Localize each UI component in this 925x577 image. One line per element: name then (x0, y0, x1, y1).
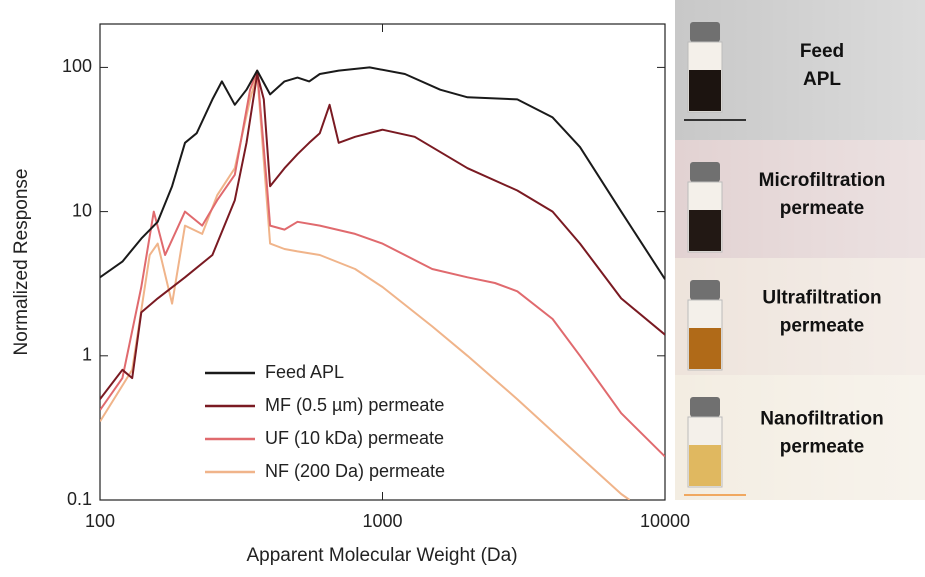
legend-label: UF (10 kDa) permeate (265, 428, 444, 448)
vial-liquid (689, 70, 721, 111)
x-tick-label: 10000 (640, 511, 690, 531)
panel-label: Feed (800, 41, 844, 62)
series-line (100, 69, 665, 458)
panel-label: APL (803, 69, 841, 90)
y-tick-label: 100 (62, 56, 92, 76)
vial-cap (690, 280, 720, 300)
y-tick-label: 10 (72, 200, 92, 220)
vial-cap (690, 162, 720, 182)
legend-label: NF (200 Da) permeate (265, 461, 445, 481)
vial-liquid (689, 328, 721, 369)
legend-label: Feed APL (265, 362, 344, 382)
vial-liquid (689, 210, 721, 251)
panel-label: Microfiltration (759, 170, 886, 191)
x-tick-label: 1000 (362, 511, 402, 531)
side-panels: Feed APL Microfiltration permeate Ultrafiltr… (675, 0, 925, 500)
panel-label: Nanofiltration (760, 409, 884, 430)
x-tick-label: 100 (85, 511, 115, 531)
legend-label: MF (0.5 µm) permeate (265, 395, 444, 415)
vial-cap (690, 397, 720, 417)
panel-label: permeate (780, 198, 865, 219)
x-axis-title: Apparent Molecular Weight (Da) (246, 545, 517, 566)
series-line (100, 73, 631, 500)
series-line (100, 66, 665, 280)
series-line (100, 73, 665, 400)
vial-cap (690, 22, 720, 42)
panel-label: permeate (780, 316, 865, 337)
vial-liquid (689, 445, 721, 486)
panel-label: Ultrafiltration (762, 288, 881, 309)
panel-label: permeate (780, 437, 865, 458)
y-tick-label: 0.1 (67, 489, 92, 509)
y-axis-title: Normalized Response (11, 169, 32, 356)
y-tick-label: 1 (82, 345, 92, 365)
